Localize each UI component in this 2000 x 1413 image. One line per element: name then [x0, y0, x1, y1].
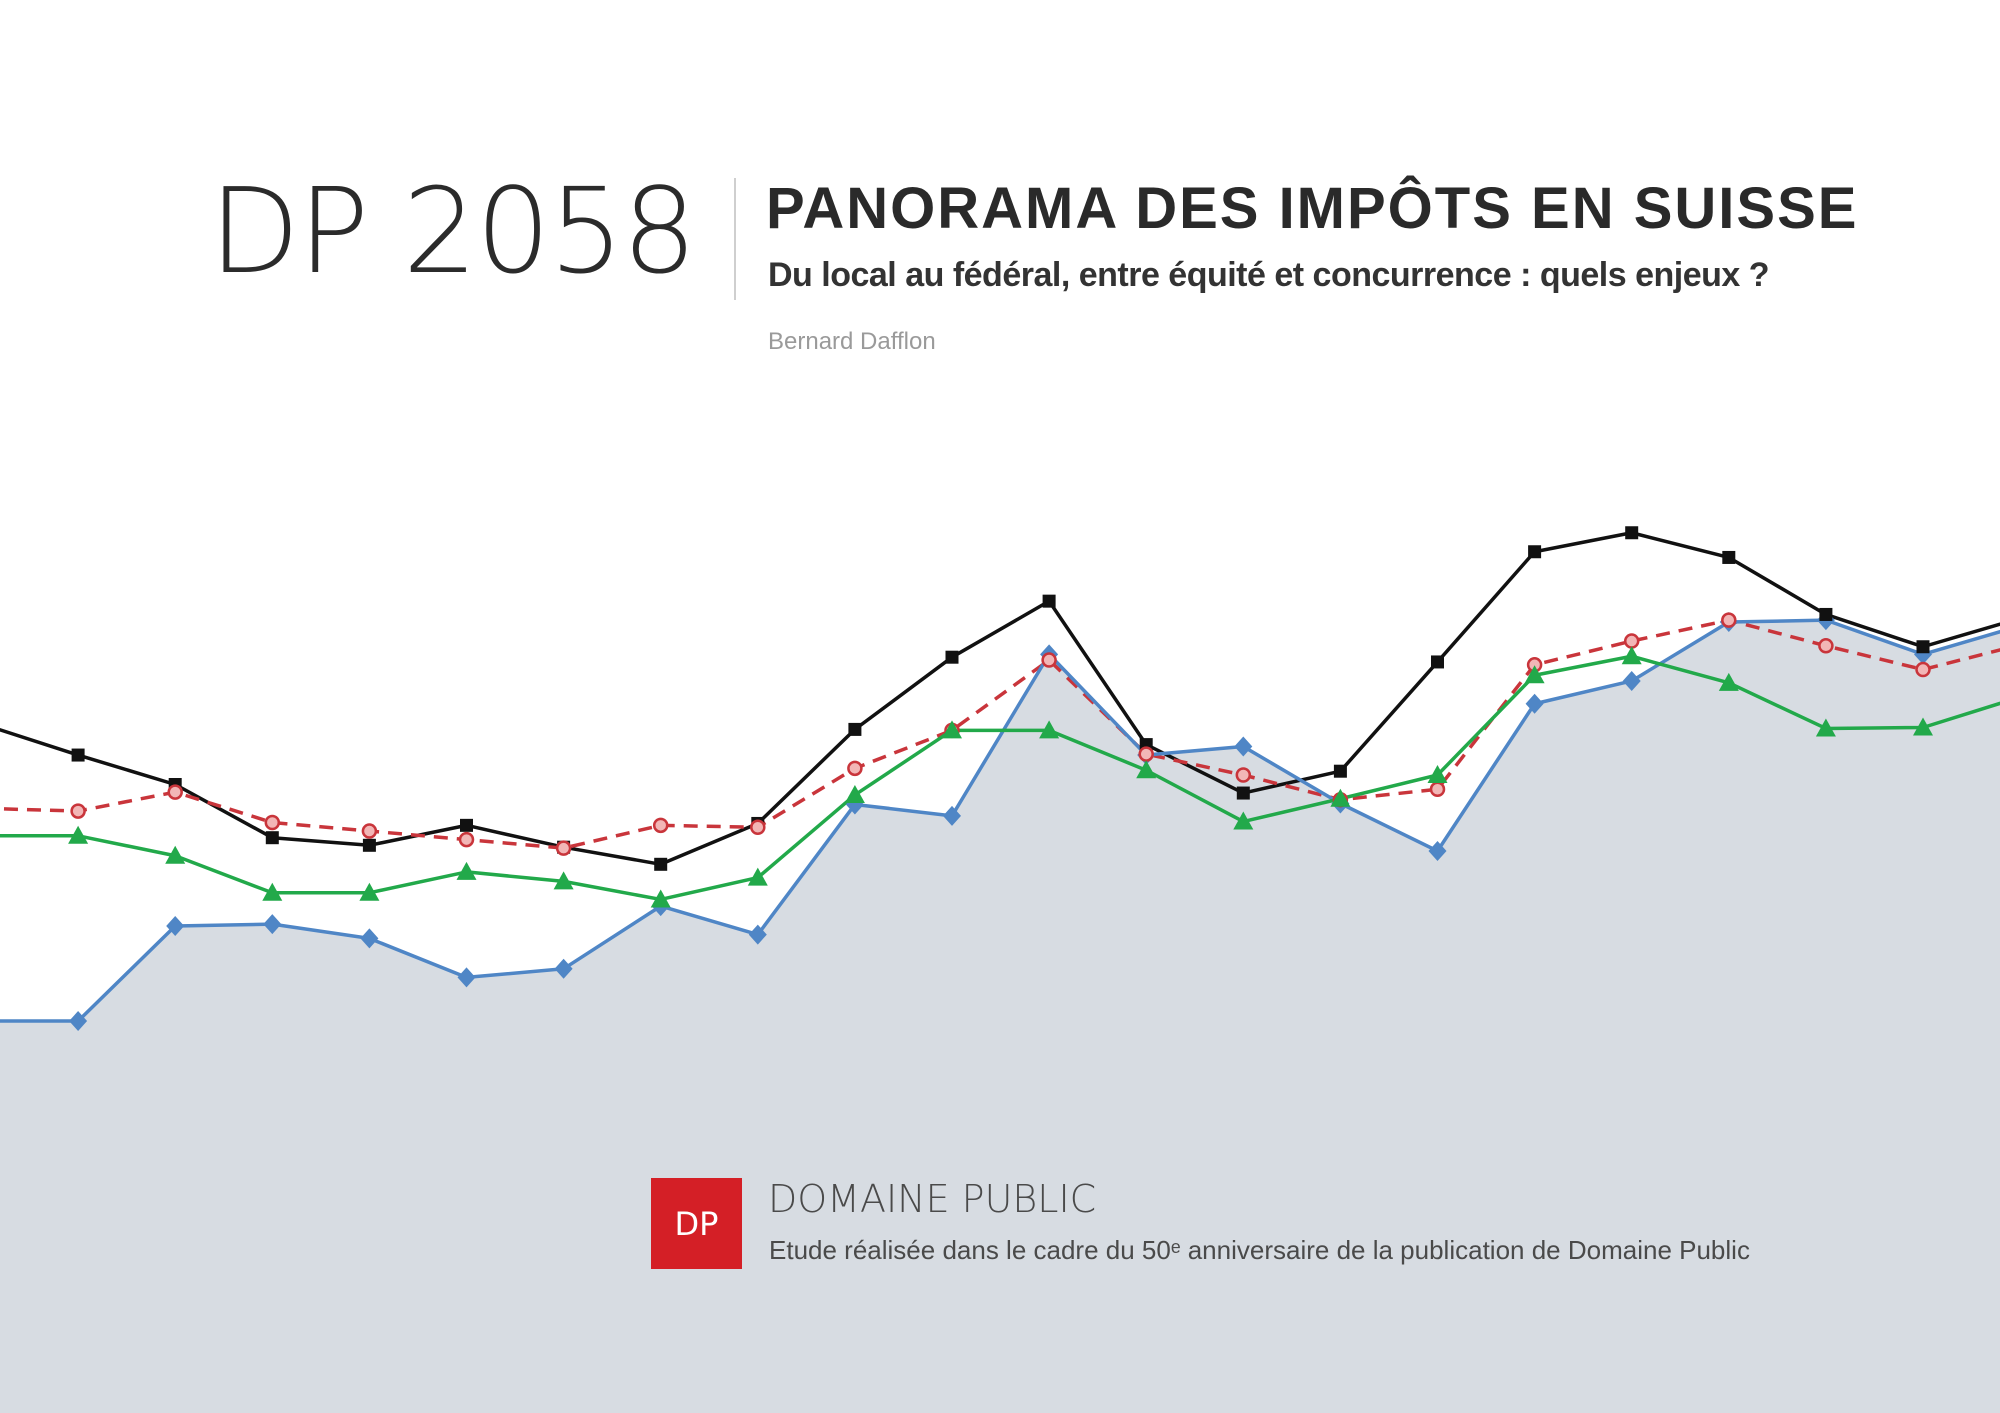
series-1-point-19: [1818, 638, 1834, 654]
series-3-point-12: [1136, 760, 1157, 779]
series-2-point-1: [69, 1011, 88, 1032]
series-2-point-16: [1525, 693, 1544, 714]
series-3-point-18: [1718, 672, 1739, 691]
series-1-point-1: [70, 803, 86, 819]
series-1-point-17: [1623, 633, 1640, 649]
series-3-point-14: [1330, 788, 1351, 807]
series-3-point-9: [844, 784, 865, 803]
series-1-point-5: [458, 831, 475, 848]
series-3-point-2: [165, 845, 186, 864]
series-0-point-10: [945, 650, 959, 664]
area-fill: [0, 620, 2000, 1413]
series-2-point-17: [1622, 670, 1641, 691]
series-1-point-8: [750, 819, 766, 835]
series-0-point-20: [1916, 640, 1930, 654]
issue-number: DP 2058: [209, 162, 697, 300]
series-3-point-7: [650, 889, 671, 908]
series-3-point-4: [359, 882, 380, 901]
series-2-point-6: [554, 958, 573, 979]
series-3-point-3: [262, 882, 283, 901]
series-line-0: [0, 531, 2000, 867]
series-1-point-6: [555, 840, 572, 856]
series-0-point-11: [1042, 594, 1056, 608]
series-1-point-7: [652, 817, 669, 834]
series-2-point-15: [1428, 841, 1447, 861]
logo-text: DP: [674, 1204, 719, 1243]
series-1-point-2: [167, 784, 183, 800]
series-1-point-13: [1235, 767, 1252, 783]
series-2-point-8: [748, 924, 767, 945]
domaine-public-logo: DP: [651, 1178, 742, 1269]
series-0-point-5: [460, 818, 473, 832]
series-3-point-16: [1524, 665, 1545, 684]
series-2-point-4: [360, 928, 379, 949]
publication-name: DOMAINE PUBLIC: [768, 1177, 1097, 1221]
series-0-point-15: [1431, 655, 1444, 669]
publication-note: Etude réalisée dans le cadre du 50ᵉ anni…: [769, 1235, 1750, 1265]
series-3-point-11: [1039, 720, 1060, 739]
series-3-point-6: [553, 871, 574, 890]
series-0-point-16: [1528, 545, 1542, 559]
series-0-point-7: [654, 857, 668, 871]
series-0-point-9: [848, 722, 862, 736]
series-line-2: [0, 618, 2000, 1023]
series-3-point-19: [1815, 718, 1836, 737]
title-divider: [734, 178, 736, 300]
series-0-point-17: [1625, 526, 1639, 540]
page-subtitle: Du local au fédéral, entre équité et con…: [768, 256, 1770, 294]
series-2-point-10: [943, 805, 961, 826]
series-0-point-1: [71, 748, 85, 762]
series-1-point-20: [1915, 661, 1931, 678]
series-line-1: [0, 618, 2000, 850]
series-1-point-12: [1138, 746, 1154, 762]
series-2-point-13: [1234, 736, 1253, 757]
author-name: Bernard Dafflon: [768, 328, 936, 355]
series-3-point-8: [747, 867, 768, 886]
series-1-point-18: [1721, 612, 1737, 628]
series-2-point-3: [263, 914, 282, 935]
series-0-point-19: [1819, 607, 1833, 621]
series-3-point-17: [1621, 646, 1642, 665]
series-3-point-1: [68, 825, 89, 844]
series-2-point-5: [457, 967, 476, 988]
series-0-point-13: [1236, 786, 1250, 800]
series-0-point-14: [1333, 764, 1347, 778]
series-3-point-5: [456, 861, 477, 880]
series-1-point-9: [847, 760, 863, 777]
series-3-point-20: [1913, 717, 1933, 736]
series-1-point-11: [1041, 652, 1057, 668]
series-3-point-13: [1233, 811, 1254, 830]
page-title: PANORAMA DES IMPÔTS EN SUISSE: [766, 176, 1859, 241]
series-line-3: [0, 654, 2000, 902]
series-3-point-15: [1427, 765, 1448, 783]
series-0-point-4: [362, 838, 376, 852]
series-2-point-2: [166, 916, 185, 937]
series-1-point-4: [361, 823, 378, 839]
series-0-point-3: [265, 831, 279, 845]
series-1-point-3: [264, 814, 281, 831]
series-1-point-15: [1429, 781, 1446, 797]
series-3-point-10: [942, 720, 962, 739]
series-0-point-18: [1722, 550, 1736, 564]
